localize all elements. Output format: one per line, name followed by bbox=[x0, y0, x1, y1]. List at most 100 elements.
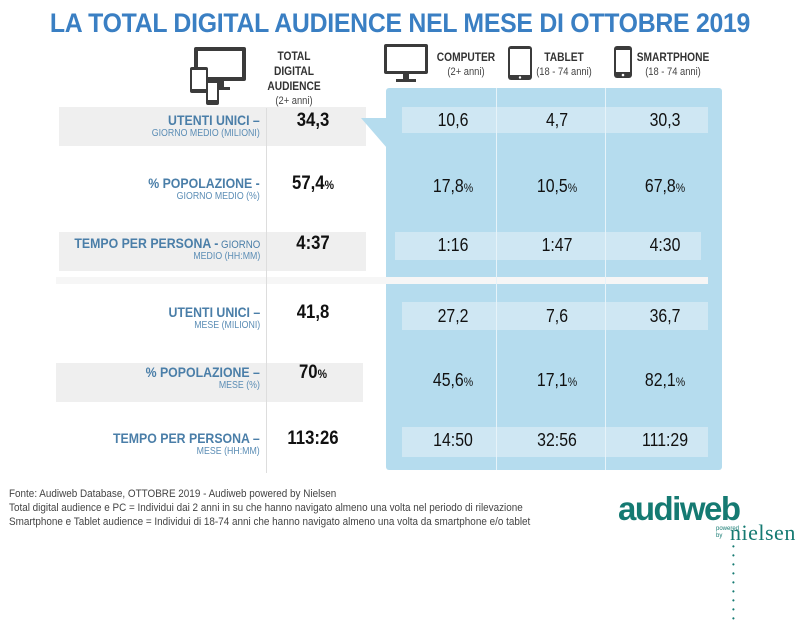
powered-label: powered bbox=[716, 526, 740, 532]
header-tablet-sub: (18 - 74 anni) bbox=[536, 66, 592, 78]
computer-value: 1:16 bbox=[405, 235, 502, 256]
multi-device-icon bbox=[190, 47, 246, 105]
total-value: 34,3 bbox=[273, 110, 352, 132]
row-label-text: TEMPO PER PERSONA – bbox=[113, 430, 260, 446]
row-label-text: % POPOLAZIONE - bbox=[148, 175, 260, 191]
computer-number: 27,2 bbox=[437, 306, 469, 326]
section-divider bbox=[56, 277, 708, 284]
total-number: 41,8 bbox=[296, 302, 330, 323]
computer-number: 45,6 bbox=[432, 370, 464, 390]
tablet-icon bbox=[508, 46, 532, 80]
row-label-text: % POPOLAZIONE – bbox=[145, 364, 260, 380]
panel-divider bbox=[386, 277, 708, 284]
row-label-main: TEMPO PER PERSONA - GIORNO bbox=[74, 235, 260, 251]
tablet-value: 10,5% bbox=[509, 176, 606, 197]
panel-band-1 bbox=[402, 107, 708, 133]
total-value: 113:26 bbox=[273, 428, 352, 450]
smartphone-number: 111:29 bbox=[641, 430, 689, 450]
row-sublabel: GIORNO MEDIO (%) bbox=[176, 191, 260, 202]
header-smartphone-label: SMARTPHONE bbox=[636, 50, 710, 64]
row-label-text: UTENTI UNICI – bbox=[168, 304, 260, 320]
computer-value: 17,8% bbox=[405, 176, 502, 197]
header-smartphone-sub: (18 - 74 anni) bbox=[645, 66, 701, 78]
total-number: 113:26 bbox=[287, 428, 339, 449]
smartphone-value: 36,7 bbox=[617, 306, 714, 327]
row-label: UTENTI UNICI – MESE (MILIONI) bbox=[156, 304, 260, 332]
footnote-source: Fonte: Audiweb Database, OTTOBRE 2019 - … bbox=[9, 488, 337, 500]
computer-number: 14:50 bbox=[433, 430, 473, 450]
by-label: by bbox=[716, 533, 723, 539]
callout-pointer bbox=[361, 118, 387, 148]
tablet-value: 32:56 bbox=[509, 430, 606, 451]
panel-band-6 bbox=[402, 427, 708, 457]
smartphone-value: 30,3 bbox=[617, 110, 714, 131]
smartphone-number: 36,7 bbox=[649, 306, 681, 326]
total-number: 70 bbox=[299, 362, 318, 383]
total-number: 57,4 bbox=[292, 173, 325, 194]
header-total-line2: AUDIENCE bbox=[267, 79, 321, 93]
footnote-mobile-definition: Smartphone e Tablet audience = Individui… bbox=[9, 516, 531, 528]
tablet-number: 4,7 bbox=[545, 110, 569, 130]
tablet-number: 1:47 bbox=[541, 235, 573, 255]
computer-number: 1:16 bbox=[437, 235, 469, 255]
header-total-sub: (2+ anni) bbox=[275, 95, 313, 107]
total-value: 4:37 bbox=[273, 233, 352, 255]
header-smartphone: SMARTPHONE (18 - 74 anni) bbox=[630, 50, 716, 79]
header-tablet: TABLET (18 - 74 anni) bbox=[530, 50, 598, 79]
smartphone-number: 67,8 bbox=[644, 176, 676, 196]
nielsen-dots: • • • • • • • • • bbox=[732, 542, 737, 623]
row-label-text: TEMPO PER PERSONA - bbox=[74, 235, 219, 251]
row-label-main: % POPOLAZIONE – bbox=[146, 364, 260, 380]
row-label: TEMPO PER PERSONA - GIORNO MEDIO (HH:MM) bbox=[49, 235, 260, 263]
header-computer: COMPUTER (2+ anni) bbox=[428, 50, 504, 79]
tablet-value: 1:47 bbox=[509, 235, 606, 256]
footnote-total-definition: Total digital audience e PC = Individui … bbox=[9, 502, 523, 514]
smartphone-number: 30,3 bbox=[649, 110, 681, 130]
page-title: LA TOTAL DIGITAL AUDIENCE NEL MESE DI OT… bbox=[49, 8, 751, 38]
row-sublabel: MEDIO (HH:MM) bbox=[193, 251, 260, 262]
audiweb-wordmark: audiweb bbox=[618, 490, 741, 527]
powered-by-text: powered by bbox=[716, 526, 739, 540]
total-number: 4:37 bbox=[296, 233, 330, 254]
smartphone-value: 111:29 bbox=[617, 430, 714, 451]
row-sublabel: MESE (%) bbox=[218, 380, 260, 391]
smartphone-number: 4:30 bbox=[649, 235, 681, 255]
row-label-text: UTENTI UNICI – bbox=[168, 112, 260, 128]
row-label: % POPOLAZIONE - GIORNO MEDIO (%) bbox=[133, 175, 260, 203]
computer-value: 27,2 bbox=[405, 306, 502, 327]
nielsen-wordmark: nielsen bbox=[730, 520, 796, 545]
percent-sign: % bbox=[675, 375, 686, 389]
computer-value: 14:50 bbox=[405, 430, 502, 451]
percent-sign: % bbox=[567, 375, 578, 389]
percent-sign: % bbox=[463, 181, 474, 195]
row-label-suffix: GIORNO bbox=[218, 239, 260, 251]
percent-sign: % bbox=[324, 178, 334, 192]
total-value: 70% bbox=[273, 362, 352, 384]
percent-sign: % bbox=[567, 181, 578, 195]
header-total: TOTAL DIGITAL AUDIENCE (2+ anni) bbox=[252, 49, 336, 108]
panel-band-4 bbox=[402, 302, 708, 330]
percent-sign: % bbox=[463, 375, 474, 389]
row-sublabel: MESE (MILIONI) bbox=[193, 320, 260, 331]
tablet-value: 17,1% bbox=[509, 370, 606, 391]
footnotes: Fonte: Audiweb Database, OTTOBRE 2019 - … bbox=[9, 487, 530, 529]
tablet-value: 7,6 bbox=[509, 306, 606, 327]
computer-value: 45,6% bbox=[405, 370, 502, 391]
panel-col-divider-2 bbox=[605, 88, 606, 470]
total-value: 57,4% bbox=[273, 173, 352, 195]
computer-number: 17,8 bbox=[432, 176, 464, 196]
tablet-number: 7,6 bbox=[545, 306, 569, 326]
row-label-main: UTENTI UNICI – bbox=[168, 304, 260, 320]
header-computer-sub: (2+ anni) bbox=[447, 66, 485, 78]
tablet-number: 10,5 bbox=[536, 176, 568, 196]
tablet-number: 17,1 bbox=[536, 370, 568, 390]
row-label-main: % POPOLAZIONE - bbox=[148, 175, 260, 191]
panel-col-divider-1 bbox=[496, 88, 497, 470]
smartphone-value: 4:30 bbox=[617, 235, 714, 256]
total-value: 41,8 bbox=[273, 302, 352, 324]
panel-band-3 bbox=[395, 232, 701, 260]
smartphone-value: 82,1% bbox=[617, 370, 714, 391]
row-band-5 bbox=[56, 363, 363, 402]
smartphone-icon bbox=[614, 46, 632, 78]
smartphone-value: 67,8% bbox=[617, 176, 714, 197]
